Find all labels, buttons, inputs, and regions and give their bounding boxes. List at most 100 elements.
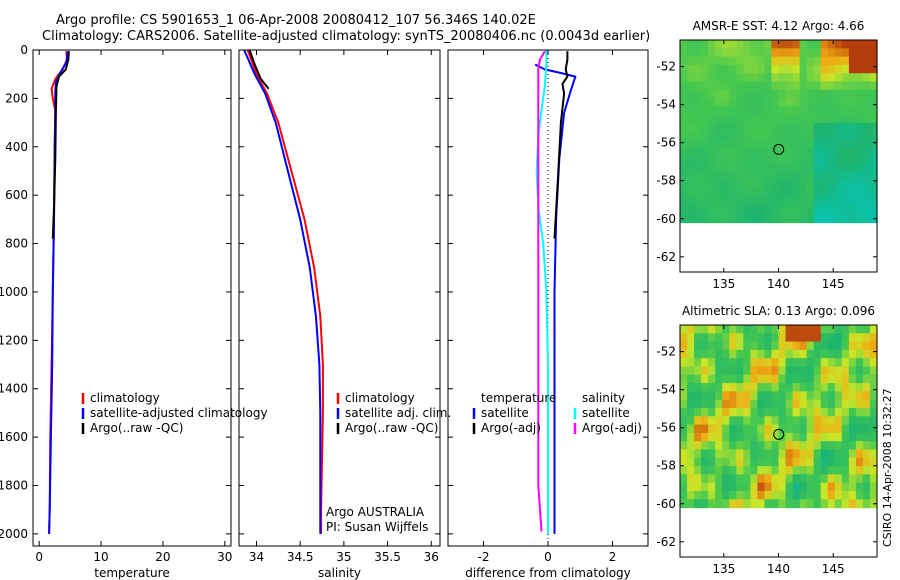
heatmap-cell — [715, 474, 723, 484]
heatmap-cell — [750, 424, 758, 434]
heatmap-cell — [743, 474, 751, 484]
heatmap-cell — [771, 156, 780, 166]
heatmap-cell — [834, 147, 843, 157]
heatmap-cell — [757, 48, 766, 58]
heatmap-cell — [785, 147, 794, 157]
y-tick-label: -62 — [656, 250, 676, 264]
heatmap-cell — [771, 48, 780, 58]
heatmap-cell — [715, 181, 723, 190]
heatmap-cell — [750, 164, 758, 174]
heatmap-cell — [806, 131, 815, 141]
heatmap-cell — [701, 424, 709, 434]
heatmap-cell — [680, 89, 688, 99]
heatmap-cell — [862, 106, 871, 116]
heatmap-cell — [757, 114, 766, 124]
heatmap-cell — [701, 341, 709, 351]
heatmap-cell — [715, 172, 723, 182]
heatmap-cell — [771, 399, 780, 409]
heatmap-cell — [680, 156, 688, 166]
heatmap-cell — [708, 197, 716, 207]
heatmap-cell — [792, 64, 801, 74]
heatmap-cell — [848, 114, 857, 124]
heatmap-cell — [694, 122, 702, 132]
heatmap-cell — [736, 349, 744, 359]
heatmap-cell — [813, 214, 822, 224]
heatmap-cell — [729, 89, 737, 99]
heatmap-cell — [729, 358, 737, 368]
heatmap-cell — [869, 424, 878, 434]
y-tick-label: -62 — [656, 535, 676, 549]
heatmap-cell — [778, 156, 787, 166]
heatmap-cell — [764, 349, 773, 359]
heatmap-cell — [841, 358, 850, 368]
diff-temp-legend-label: satellite — [481, 406, 529, 420]
heatmap-cell — [841, 441, 850, 451]
plot-frame — [32, 49, 232, 547]
heatmap-cell — [757, 106, 766, 116]
heatmap-cell — [701, 333, 709, 343]
heatmap-cell — [862, 205, 871, 215]
heatmap-cell — [708, 474, 716, 484]
heatmap-cell — [778, 449, 787, 459]
heatmap-cell — [806, 407, 815, 417]
heatmap-cell — [764, 181, 773, 190]
heatmap-cell — [743, 383, 751, 392]
heatmap-cell — [785, 366, 794, 376]
heatmap-cell — [834, 341, 843, 351]
heatmap-cell — [750, 474, 758, 484]
heatmap-cell — [862, 122, 871, 132]
heatmap-cell — [827, 358, 836, 368]
heatmap-cell — [834, 122, 843, 132]
heatmap-cell — [764, 73, 773, 83]
y-tick-label: -58 — [656, 459, 676, 473]
heatmap-cell — [708, 147, 716, 157]
heatmap-cell — [785, 172, 794, 182]
heatmap-cell — [806, 449, 815, 459]
heatmap-cell — [729, 164, 737, 174]
heatmap-cell — [813, 139, 822, 149]
heatmap-cell — [750, 449, 758, 459]
temp-legend-label: satellite-adjusted climatology — [90, 406, 268, 420]
heatmap-cell — [743, 391, 751, 401]
heatmap-cell — [764, 56, 773, 66]
heatmap-cell — [785, 189, 794, 199]
heatmap-cell — [855, 383, 864, 392]
heatmap-cell — [841, 181, 850, 190]
heatmap-cell — [785, 106, 794, 116]
heatmap-cell — [729, 181, 737, 190]
heatmap-cell — [799, 89, 808, 99]
heatmap-cell — [764, 391, 773, 401]
heatmap-cell — [750, 407, 758, 417]
heatmap-cell — [827, 499, 836, 509]
heatmap-cell — [764, 89, 773, 99]
heatmap-cell — [680, 147, 688, 157]
heatmap-cell — [701, 383, 709, 392]
heatmap-cell — [855, 197, 864, 207]
heatmap-cell — [701, 164, 709, 174]
heatmap-cell — [778, 482, 787, 492]
heatmap-cell — [827, 366, 836, 376]
heatmap-cell — [834, 391, 843, 401]
heatmap-cell — [820, 499, 829, 509]
heatmap-cell — [827, 341, 836, 351]
heatmap-cell — [778, 172, 787, 182]
sal-legend-label: satellite adj. clim. — [345, 406, 451, 420]
heatmap-cell — [785, 407, 794, 417]
heatmap-cell — [743, 482, 751, 492]
heatmap-cell — [820, 181, 829, 190]
heatmap-cell — [687, 64, 695, 74]
heatmap-cell — [757, 156, 766, 166]
y-tick-label: 1800 — [0, 479, 28, 493]
heatmap-cell — [680, 424, 688, 434]
heatmap-cell — [680, 482, 688, 492]
heatmap-cell — [869, 73, 878, 83]
x-tick-label: 30 — [217, 550, 232, 564]
heatmap-cell — [862, 407, 871, 417]
heatmap-cell — [848, 441, 857, 451]
heatmap-cell — [806, 341, 815, 351]
heatmap-cell — [785, 449, 794, 459]
heatmap-cell — [848, 131, 857, 141]
heatmap-cell — [799, 490, 808, 500]
heatmap-cell — [701, 374, 709, 384]
heatmap-cell — [722, 457, 730, 467]
